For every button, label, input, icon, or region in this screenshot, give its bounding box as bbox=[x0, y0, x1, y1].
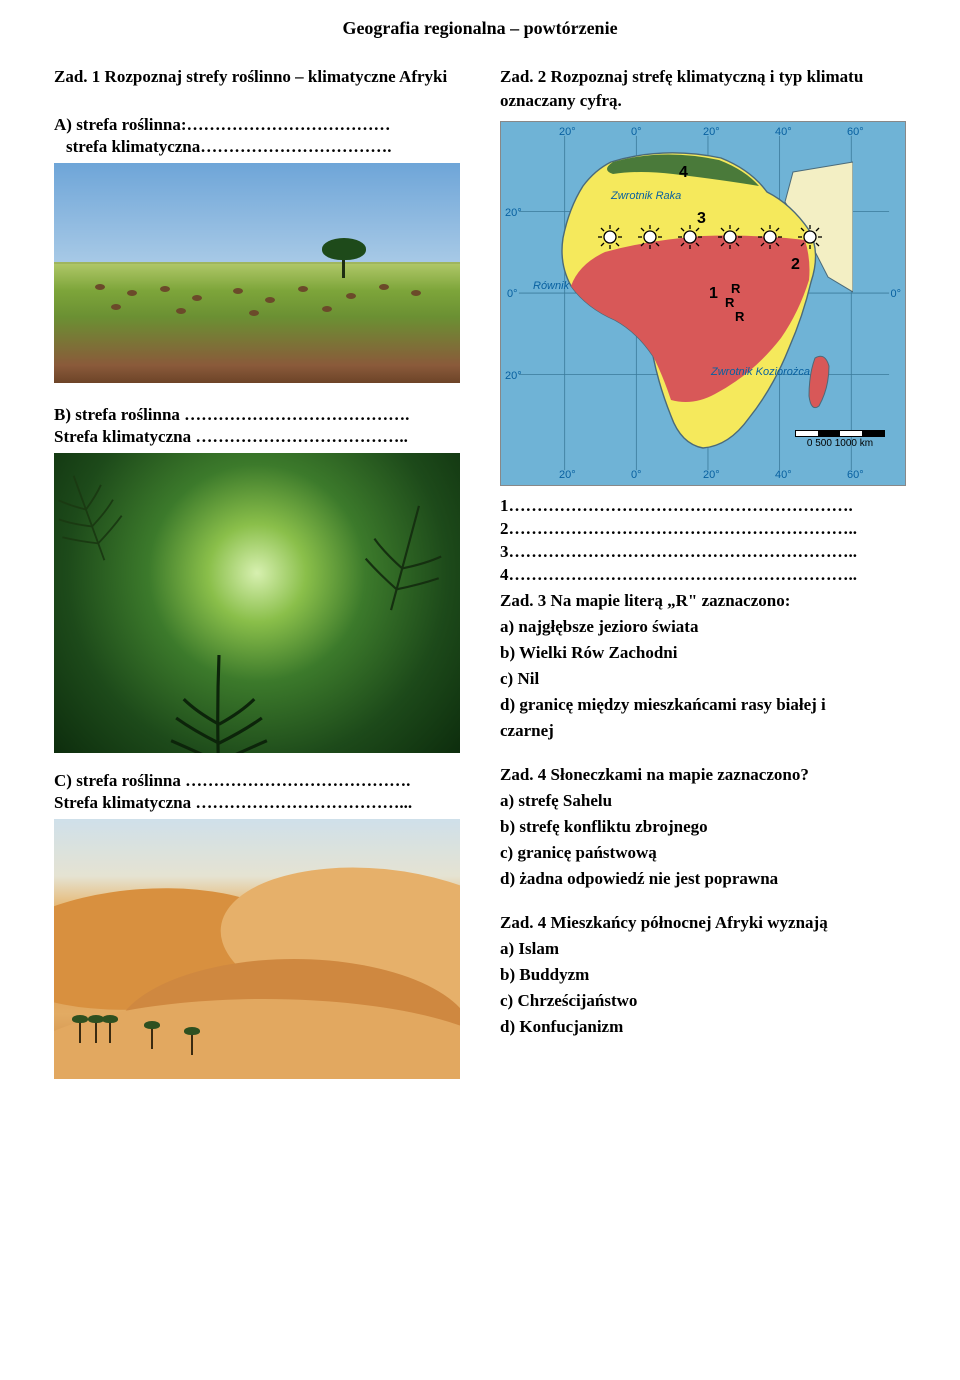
task4a-a: a) strefę Sahelu bbox=[500, 791, 906, 811]
sun-icon bbox=[677, 224, 703, 250]
task4a-d: d) żadna odpowiedź nie jest poprawna bbox=[500, 869, 906, 889]
map-num-2: 2 bbox=[791, 256, 800, 274]
africa-map-image: 20° 0° 20° 40° 60° 20° 0° 20° 40° 60° 20… bbox=[500, 121, 906, 486]
sun-icon bbox=[597, 224, 623, 250]
task4a: Zad. 4 Słoneczkami na mapie zaznaczono? … bbox=[500, 765, 906, 889]
c-line1: C) strefa roślinna …………………………………. bbox=[54, 771, 460, 791]
b-line1: B) strefa roślinna …………………………………. bbox=[54, 405, 460, 425]
r-markers: R R R bbox=[731, 282, 744, 324]
zwrotnik-raka-label: Zwrotnik Raka bbox=[611, 190, 681, 202]
task3-c: c) Nil bbox=[500, 669, 906, 689]
map-num-4: 4 bbox=[679, 164, 688, 182]
a-line1: A) strefa roślinna:……………………………… bbox=[54, 115, 460, 135]
right-column: Zad. 2 Rozpoznaj strefę klimatyczną i ty… bbox=[500, 65, 906, 1089]
line-3: 3…………………………………………………….. bbox=[500, 542, 906, 562]
task1-text: Zad. 1 Rozpoznaj strefy roślinno – klima… bbox=[54, 65, 460, 89]
task4b: Zad. 4 Mieszkańcy północnej Afryki wyzna… bbox=[500, 913, 906, 1037]
task4a-c: c) granicę państwową bbox=[500, 843, 906, 863]
sun-icon bbox=[637, 224, 663, 250]
task4a-b: b) strefę konfliktu zbrojnego bbox=[500, 817, 906, 837]
line-4: 4…………………………………………………….. bbox=[500, 565, 906, 585]
sun-icon bbox=[717, 224, 743, 250]
rownik-label: Równik bbox=[533, 280, 569, 292]
task4b-d: d) Konfucjanizm bbox=[500, 1017, 906, 1037]
task2-text: Zad. 2 Rozpoznaj strefę klimatyczną i ty… bbox=[500, 65, 906, 113]
map-num-1: 1 bbox=[709, 285, 718, 303]
task3-d: d) granicę między mieszkańcami rasy biał… bbox=[500, 695, 906, 715]
desert-image bbox=[54, 819, 460, 1079]
page-title: Geografia regionalna – powtórzenie bbox=[54, 18, 906, 39]
task4b-title: Zad. 4 Mieszkańcy północnej Afryki wyzna… bbox=[500, 913, 906, 933]
task3-d2: czarnej bbox=[500, 721, 906, 741]
b-line2: Strefa klimatyczna ……………………………….. bbox=[54, 427, 460, 447]
map-scale: 0 500 1000 km bbox=[795, 430, 885, 449]
sun-icon bbox=[757, 224, 783, 250]
task4b-a: a) Islam bbox=[500, 939, 906, 959]
task3-title: Zad. 3 Na mapie literą „R" zaznaczono: bbox=[500, 591, 906, 611]
task3-b: b) Wielki Rów Zachodni bbox=[500, 643, 906, 663]
task4b-b: b) Buddyzm bbox=[500, 965, 906, 985]
zwrotnik-koz-label: Zwrotnik Koziorożca bbox=[711, 366, 810, 378]
jungle-image bbox=[54, 453, 460, 753]
savanna-image bbox=[54, 163, 460, 383]
sun-icon bbox=[797, 224, 823, 250]
sun-row bbox=[597, 224, 823, 250]
c-line2: Strefa klimatyczna ………………………………... bbox=[54, 793, 460, 813]
a-line2: strefa klimatyczna……………………………. bbox=[66, 137, 460, 157]
answer-lines: 1……………………………………………………. 2…………………………………………… bbox=[500, 496, 906, 585]
task3-a: a) najgłębsze jezioro świata bbox=[500, 617, 906, 637]
task4a-title: Zad. 4 Słoneczkami na mapie zaznaczono? bbox=[500, 765, 906, 785]
line-2: 2…………………………………………………….. bbox=[500, 519, 906, 539]
left-column: Zad. 1 Rozpoznaj strefy roślinno – klima… bbox=[54, 65, 460, 1089]
line-1: 1……………………………………………………. bbox=[500, 496, 906, 516]
task3: Zad. 3 Na mapie literą „R" zaznaczono: a… bbox=[500, 591, 906, 741]
task4b-c: c) Chrześcijaństwo bbox=[500, 991, 906, 1011]
